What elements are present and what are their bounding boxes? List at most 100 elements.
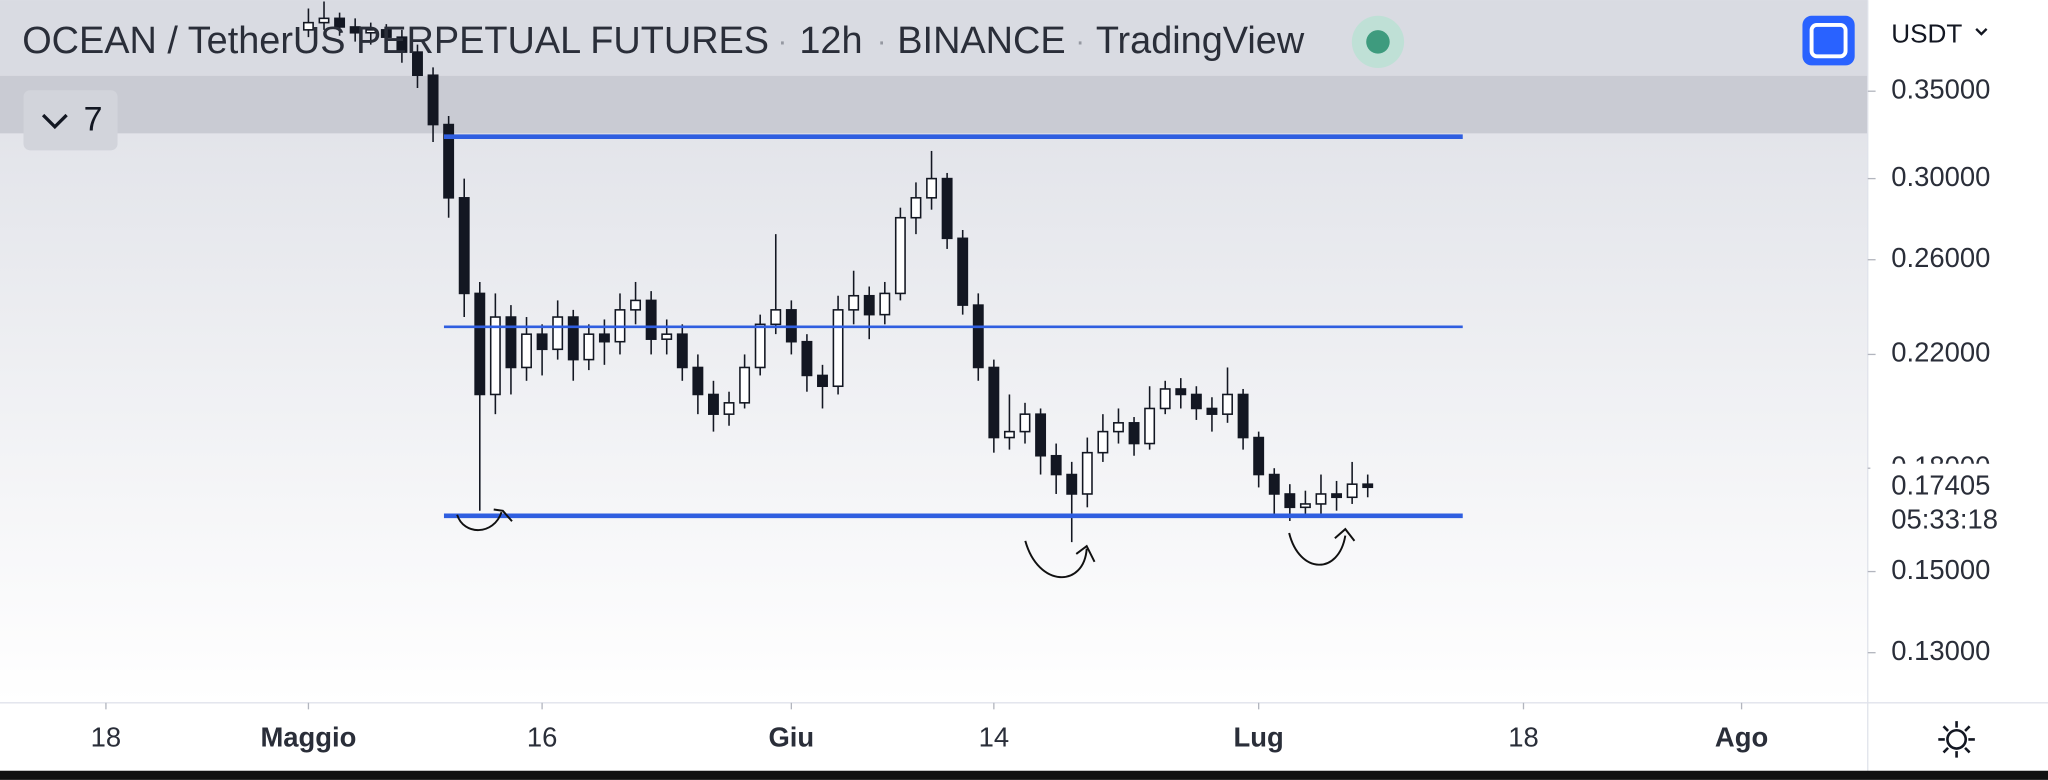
- candle-body: [1035, 413, 1047, 457]
- candle-body: [1268, 473, 1280, 495]
- symbol-title: OCEAN / TetherUS PERPETUAL FUTURES: [22, 20, 769, 62]
- candle-body: [1253, 436, 1265, 476]
- candle-body: [380, 29, 392, 38]
- x-tick-label: 18: [1508, 722, 1538, 753]
- drawn-arrow: [456, 508, 513, 531]
- y-tick-label: 0.26000: [1891, 242, 1990, 273]
- candle-body: [598, 333, 610, 343]
- separator: ·: [877, 26, 887, 58]
- y-tick-label: 0.22000: [1891, 337, 1990, 368]
- candle-body: [1206, 407, 1218, 415]
- source: TradingView: [1096, 20, 1305, 62]
- candle-body: [443, 123, 455, 199]
- candle-body: [1128, 422, 1140, 445]
- candle-body: [692, 366, 704, 396]
- candle-body: [1237, 393, 1249, 439]
- candle-body: [1097, 430, 1109, 454]
- candle-body: [817, 374, 828, 388]
- drawn-arrow: [1288, 527, 1356, 566]
- indicator-count: 7: [84, 101, 103, 139]
- last-price: 0.17405: [1891, 470, 1990, 501]
- candle-body: [1050, 454, 1062, 476]
- candle-body: [707, 393, 719, 415]
- candle-body: [318, 17, 330, 24]
- y-tick-label: 0.15000: [1891, 554, 1990, 585]
- candle-body: [365, 29, 377, 34]
- candle-body: [848, 294, 860, 311]
- candle-body: [630, 299, 642, 311]
- candle-body: [1346, 483, 1358, 499]
- candle-body: [1144, 407, 1156, 445]
- candle-body: [1362, 483, 1374, 489]
- fullscreen-button[interactable]: [1802, 15, 1855, 66]
- candle-body: [458, 197, 470, 295]
- y-tick-label: 0.13000: [1891, 635, 1990, 666]
- candle-body: [412, 51, 423, 77]
- candle-body: [941, 177, 953, 240]
- candle-body: [645, 299, 657, 340]
- y-tick-label: 0.30000: [1891, 161, 1990, 192]
- separator: ·: [778, 26, 788, 58]
- separator: ·: [1075, 26, 1085, 58]
- candle-body: [801, 340, 813, 377]
- x-tick-label: 16: [527, 722, 557, 753]
- candle-body: [552, 316, 564, 351]
- x-axis: 18 Maggio 16 Giu 14 Lug 18 Ago: [91, 702, 1768, 753]
- candle-body: [1066, 473, 1078, 495]
- indicator-bar: [0, 75, 1868, 134]
- candle-body: [926, 177, 937, 199]
- y-tick-label: 0.35000: [1891, 73, 1990, 104]
- status-dot: [1366, 30, 1390, 54]
- candle-body: [1315, 493, 1327, 505]
- interval[interactable]: 12h: [799, 20, 862, 62]
- countdown: 05:33:18: [1891, 503, 1998, 534]
- candle-body: [972, 304, 984, 369]
- candle-body: [863, 294, 875, 316]
- price-axis: [1867, 0, 2048, 703]
- price-label-box: [1870, 463, 2035, 540]
- candle-body: [957, 237, 969, 306]
- annotations: [456, 508, 1356, 579]
- candle-body: [302, 21, 314, 31]
- bottom-strip: [0, 770, 2048, 780]
- candle-body: [349, 26, 361, 34]
- candle-body: [1190, 393, 1202, 410]
- candle-body: [754, 323, 766, 369]
- candle-body: [334, 17, 346, 28]
- candle-body: [723, 402, 735, 415]
- x-tick-label: Ago: [1715, 722, 1768, 753]
- candle-body: [1331, 493, 1343, 499]
- candle-body: [567, 316, 579, 361]
- candle-body: [739, 366, 751, 404]
- candle-body: [1003, 430, 1015, 439]
- settings-icon[interactable]: [1938, 721, 1975, 758]
- candles: [302, 1, 1374, 543]
- candle-body: [1159, 388, 1171, 410]
- candle-body: [1081, 451, 1093, 495]
- gear: [1946, 728, 1968, 750]
- candle-body: [1113, 422, 1124, 433]
- candle-body: [1019, 413, 1031, 433]
- candle-body: [1284, 493, 1296, 509]
- y-axis: 0.350000.300000.260000.220000.180000.150…: [1867, 73, 2035, 666]
- candle-body: [879, 292, 891, 316]
- candle-body: [396, 36, 408, 53]
- candle-body: [1175, 388, 1187, 396]
- gear-rays: [1938, 721, 1975, 758]
- collapse-button[interactable]: [23, 90, 118, 151]
- candle-body: [1222, 393, 1233, 415]
- x-tick-label: 18: [91, 722, 121, 753]
- candle-body: [988, 366, 1000, 439]
- fullscreen-icon: [1809, 22, 1848, 59]
- levels: [443, 134, 1463, 519]
- exchange: BINANCE: [897, 20, 1065, 62]
- candle-body: [1299, 503, 1311, 509]
- candle-body: [910, 197, 922, 219]
- x-tick-label: Giu: [768, 722, 814, 753]
- candle-body: [894, 216, 906, 295]
- candle-body: [521, 333, 532, 369]
- currency[interactable]: USDT: [1891, 18, 1962, 48]
- candle-body: [832, 309, 844, 388]
